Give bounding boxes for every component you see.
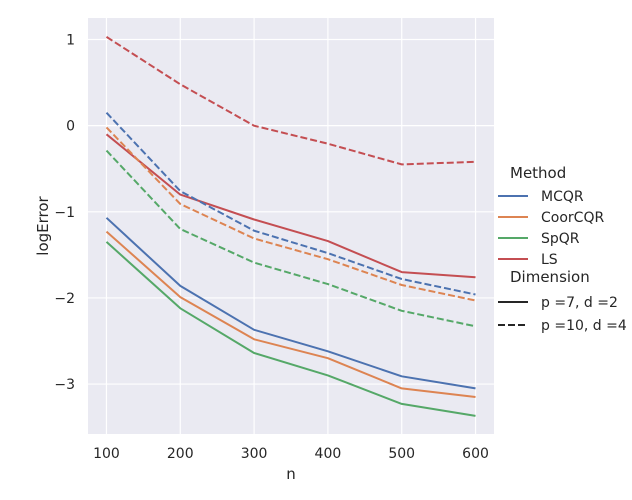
y-tick-labels: 1 0 −1 −2 −3	[54, 33, 75, 394]
y-axis-label: logError	[34, 195, 52, 255]
x-tick-label: 100	[93, 446, 120, 462]
x-tick-label: 500	[388, 446, 415, 462]
grid	[88, 18, 494, 434]
legend-label-ls: LS	[541, 252, 558, 268]
series-line-coorcqr-solid	[105, 230, 476, 398]
series-line-spqr-dashed	[105, 149, 476, 328]
legend-label-dimension-1: p =7, d =2	[541, 295, 618, 311]
series-lines	[105, 36, 476, 417]
x-tick-labels: 100 200 300 400 500 600	[93, 446, 489, 462]
x-axis-label: n	[286, 465, 296, 483]
x-tick-label: 200	[167, 446, 194, 462]
y-tick-label: −2	[54, 291, 75, 307]
y-tick-label: −3	[54, 377, 75, 393]
x-tick-label: 300	[241, 446, 268, 462]
y-tick-label: 0	[66, 119, 75, 135]
series-line-ls-solid	[105, 133, 476, 279]
legend-dimension-title: Dimension	[510, 268, 590, 286]
series-line-ls-dashed	[105, 36, 476, 166]
series-line-mcqr-solid	[105, 217, 476, 390]
series-line-coorcqr-dashed	[105, 126, 476, 302]
y-tick-label: 1	[66, 33, 75, 49]
legend-label-spqr: SpQR	[541, 231, 580, 247]
plot-background	[88, 18, 494, 434]
y-tick-label: −1	[54, 205, 75, 221]
series-line-spqr-solid	[105, 241, 476, 417]
legend-label-mcqr: MCQR	[541, 189, 584, 205]
legend-label-coorcqr: CoorCQR	[541, 210, 604, 226]
legend-method-title: Method	[510, 164, 566, 182]
x-tick-label: 400	[315, 446, 342, 462]
legend-label-dimension-2: p =10, d =4	[541, 318, 627, 334]
x-tick-label: 600	[462, 446, 489, 462]
